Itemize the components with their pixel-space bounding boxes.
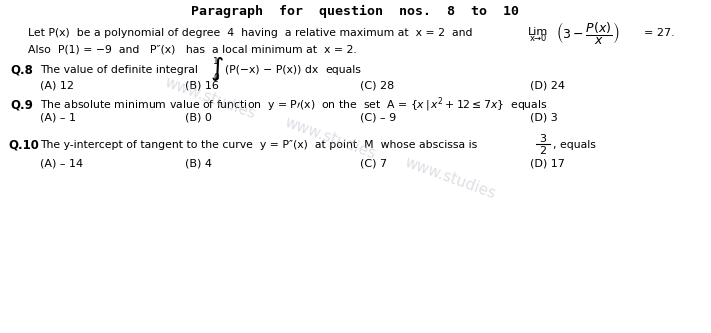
Text: www.studies: www.studies [282,115,378,162]
Text: 3: 3 [540,134,547,144]
Text: (B) 0: (B) 0 [185,113,212,123]
Text: Paragraph  for  question  nos.  8  to  10: Paragraph for question nos. 8 to 10 [191,4,519,18]
Text: equals: equals [325,65,361,75]
Text: (D) 24: (D) 24 [530,80,565,90]
Text: (C) – 9: (C) – 9 [360,113,396,123]
Text: = 27.: = 27. [644,28,675,38]
Text: The y-intercept of tangent to the curve  y = P″(x)  at point  M  whose abscissa : The y-intercept of tangent to the curve … [40,140,477,150]
Text: (P(−x) − P(x)) dx: (P(−x) − P(x)) dx [225,65,319,75]
Text: 0: 0 [213,74,219,83]
Text: x→0: x→0 [530,34,547,43]
Text: (A) – 14: (A) – 14 [40,158,83,168]
Text: 1: 1 [213,57,219,66]
Text: (B) 16: (B) 16 [185,80,219,90]
Text: Q.8: Q.8 [10,64,33,77]
Text: Q.9: Q.9 [10,99,33,112]
Text: , equals: , equals [553,140,596,150]
Text: (A) – 1: (A) – 1 [40,113,76,123]
Text: (B) 4: (B) 4 [185,158,212,168]
Text: The absolute minimum value of function  y = P$\prime$(x)  on the  set  A = $\{x\: The absolute minimum value of function y… [40,96,547,114]
Text: www.studies: www.studies [402,155,498,201]
Text: $\left(3-\dfrac{P(x)}{x}\right)$: $\left(3-\dfrac{P(x)}{x}\right)$ [556,20,619,46]
Text: (A) 12: (A) 12 [40,80,74,90]
Text: (D) 17: (D) 17 [530,158,565,168]
Text: (D) 3: (D) 3 [530,113,557,123]
Text: Q.10: Q.10 [8,139,39,152]
Text: (C) 28: (C) 28 [360,80,395,90]
Text: 2: 2 [540,146,547,156]
Text: www.studies: www.studies [162,75,257,122]
Text: $\int$: $\int$ [210,55,224,83]
Text: (C) 7: (C) 7 [360,158,387,168]
Text: Also  P(1) = −9  and   P″(x)   has  a local minimum at  x = 2.: Also P(1) = −9 and P″(x) has a local min… [28,45,357,55]
Text: Let P(x)  be a polynomial of degree  4  having  a relative maximum at  x = 2  an: Let P(x) be a polynomial of degree 4 hav… [28,28,473,38]
Text: Lim: Lim [528,27,548,37]
Text: The value of definite integral: The value of definite integral [40,65,198,75]
